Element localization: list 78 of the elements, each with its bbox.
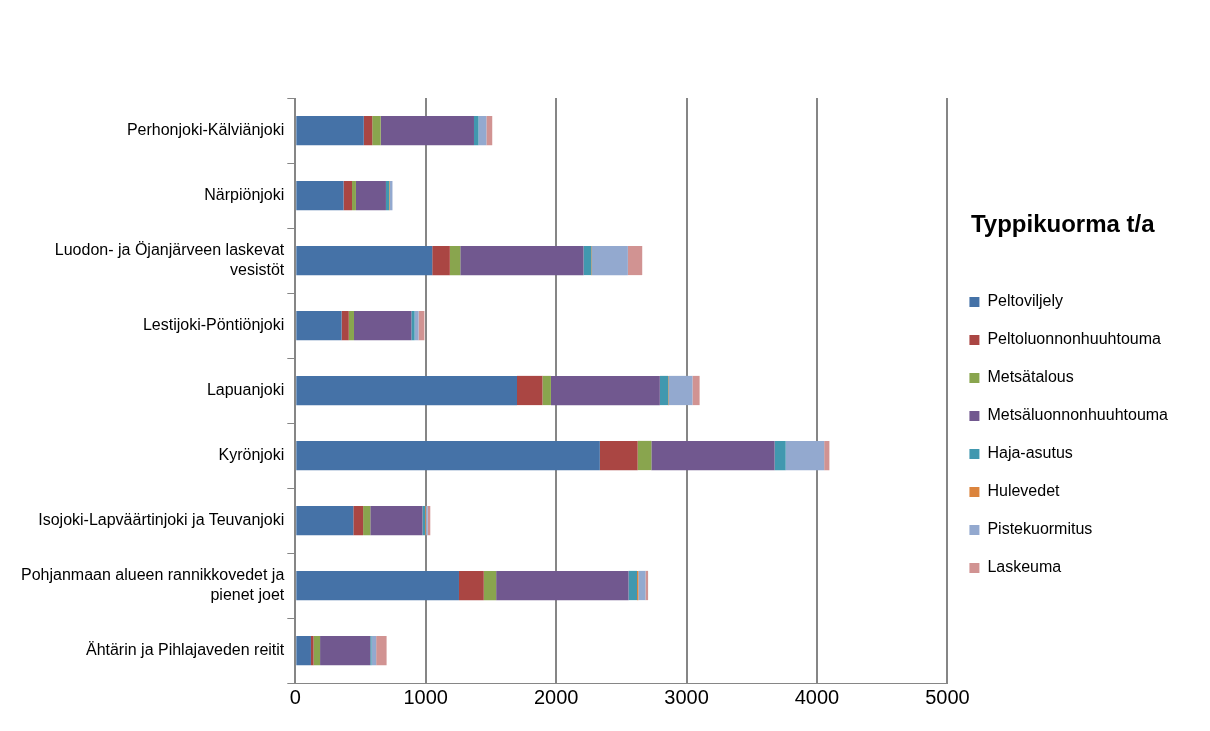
bar [353,310,412,341]
x-tick-label: 3000 [664,685,709,708]
bar [296,180,344,211]
bar [449,245,461,276]
y-tick-label: Luodon- ja Öjanjärveen laskevat vesistöt [54,241,285,278]
bar [310,635,314,666]
bar [637,440,652,471]
bar [296,570,459,601]
y-tick-label: Närpiönjoki [204,185,285,203]
x-tick-label: 4000 [794,685,840,708]
bar [296,505,354,536]
y-tick-label: Pohjanmaan alueen rannikkovedet ja pienet joet [21,566,285,603]
y-tick-label: Lapuanjoki [206,380,285,398]
bar [296,375,518,406]
x-tick-label: 2000 [533,685,579,708]
bar [370,505,423,536]
bar [313,635,321,666]
bar [460,245,584,276]
bar [343,180,353,211]
bar [296,440,600,471]
bar [296,245,433,276]
bar [638,570,646,601]
bar [296,115,364,146]
y-tick-label: Perhonjoki-Kälviänjoki [126,120,285,138]
bar [458,570,484,601]
bar [414,310,419,341]
bar [785,440,825,471]
bar [486,115,493,146]
bar [363,505,371,536]
bar [363,115,373,146]
bar [542,375,551,406]
x-tick-label: 0 [289,685,301,708]
bar [296,310,342,341]
legend-label: Peltoluonnonhuuhtouma [987,330,1161,348]
bar [583,245,592,276]
legend-label: Pistekuormitus [987,520,1093,538]
x-tick-label: 1000 [403,685,448,708]
bar [341,310,349,341]
y-tick-label: Ähtärin ja Pihlajaveden reitit [85,640,285,658]
bar [380,115,474,146]
bar [645,570,649,601]
bar [483,570,497,601]
bar [411,310,415,341]
y-tick-label: Kyrönjoki [218,445,285,463]
bar [432,245,450,276]
bar [296,635,311,666]
y-tick-label: Isojoki-Lapväärtinjoki ja Teuvanjoki [38,510,285,528]
bar [353,505,364,536]
bar [651,440,775,471]
bar [692,375,700,406]
bar [628,570,638,601]
bar [352,180,356,211]
legend-label: Hulevedet [987,482,1061,500]
bar [372,115,381,146]
x-tick-label: 5000 [925,685,970,708]
legend-label: Haja-asutus [987,444,1073,462]
legend-label: Peltoviljely [987,292,1064,310]
bar [376,635,387,666]
bar [496,570,629,601]
bar [348,310,354,341]
legend-label: Metsäluonnonhuuhtouma [987,406,1169,424]
bar [668,375,693,406]
bar [473,115,479,146]
bar [320,635,371,666]
bar [627,245,643,276]
bar [517,375,543,406]
bar [592,245,628,276]
bar [385,180,390,211]
bar [774,440,786,471]
bar [550,375,660,406]
legend-label: Laskeuma [987,558,1062,576]
bar [824,440,830,471]
bar [355,180,386,211]
bar [599,440,638,471]
y-tick-label: Lestijoki-Pöntiönjoki [142,315,285,333]
legend-title: Typpikuorma t/a [970,209,1156,237]
bar [659,375,669,406]
legend-label: Metsätalous [987,368,1074,386]
